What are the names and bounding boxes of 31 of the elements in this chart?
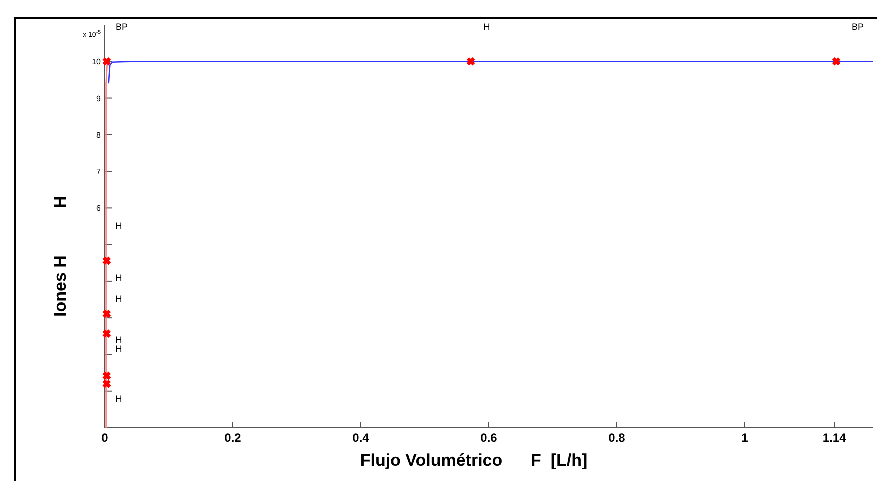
annotation: H xyxy=(116,294,122,304)
point xyxy=(102,372,111,380)
annotation: BP xyxy=(852,22,864,32)
x-tick-label: 0.2 xyxy=(224,431,242,445)
point xyxy=(102,256,111,265)
x-tick-label: 1.14 xyxy=(822,431,847,445)
y-axis-title: Iones H H xyxy=(51,196,70,317)
x-tick-label: 0.6 xyxy=(480,431,498,445)
annotation: H xyxy=(116,221,122,231)
annotation: BP xyxy=(116,22,128,32)
annotation: H xyxy=(116,394,122,404)
y-tick-label: 8 xyxy=(96,130,102,140)
annotation: H xyxy=(116,335,122,345)
point xyxy=(467,58,476,66)
x-tick-label: 0 xyxy=(102,431,109,445)
x-tick-label: 1 xyxy=(742,431,749,445)
y-tick-label: 10 xyxy=(92,58,102,67)
point xyxy=(102,58,111,66)
x-tick-label: 0.4 xyxy=(352,431,370,445)
annotation: H xyxy=(116,273,122,283)
x-tick-label: 0.8 xyxy=(608,431,626,445)
y-tick-label: 7 xyxy=(96,168,102,177)
annotation: H xyxy=(484,22,490,32)
point xyxy=(102,330,111,338)
point xyxy=(102,380,111,388)
annotation: H xyxy=(116,344,122,354)
x-axis-title: Flujo Volumétrico F [L/h] xyxy=(360,451,588,470)
point xyxy=(102,310,111,318)
y-tick-label: 6 xyxy=(96,204,102,214)
y-tick-label: 9 xyxy=(96,94,102,104)
point xyxy=(832,58,840,66)
